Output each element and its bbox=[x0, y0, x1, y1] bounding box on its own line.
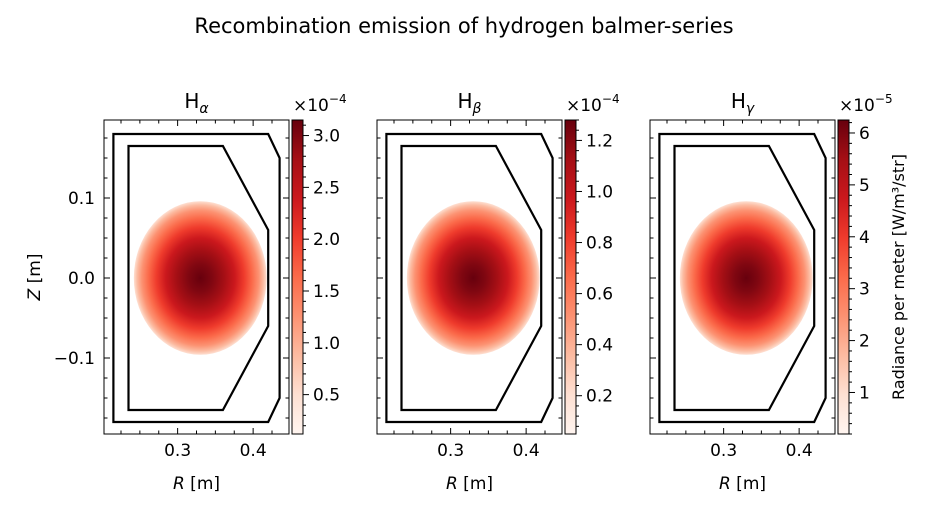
x-axis-label: R [m] bbox=[173, 474, 220, 494]
x-tick-label: 0.3 bbox=[164, 441, 191, 461]
colorbar: 0.2 0.4 0.6 0.8 1.0 1.2 ×10−4 bbox=[564, 92, 620, 435]
panel-title-subscript: α bbox=[199, 101, 209, 117]
y-axis-label-unit: [m] bbox=[25, 254, 45, 289]
colorbar-tick-label: 1.5 bbox=[313, 282, 340, 302]
x-axis-ticks: 0.3 0.4 bbox=[666, 120, 819, 461]
panel-title-base: H bbox=[184, 89, 199, 113]
y-tick-label: −0.1 bbox=[54, 349, 95, 369]
emission-blob bbox=[133, 201, 267, 355]
x-tick-label: 0.3 bbox=[437, 441, 464, 461]
panel-title-subscript: β bbox=[472, 101, 482, 117]
emission-blob bbox=[406, 201, 540, 355]
x-axis-label-unit: [m] bbox=[731, 474, 766, 494]
emission-map bbox=[406, 201, 540, 355]
colorbar-gradient bbox=[837, 119, 850, 435]
panel-title-subscript: γ bbox=[746, 101, 755, 117]
colorbar-tick-label: 6 bbox=[859, 124, 870, 144]
x-axis-label: R [m] bbox=[446, 474, 493, 494]
colorbar-tick-label: 3 bbox=[859, 280, 870, 300]
panel-title: Hα bbox=[184, 89, 209, 117]
x-tick-label: 0.4 bbox=[513, 441, 540, 461]
x-axis-label-unit: [m] bbox=[458, 474, 493, 494]
vessel-outline bbox=[658, 132, 827, 424]
x-axis-label-var: R bbox=[446, 474, 458, 494]
colorbar-tick-label: 2.0 bbox=[313, 230, 340, 250]
colorbar-multiplier: ×10−4 bbox=[566, 92, 620, 116]
colorbar-tick-label: 1.2 bbox=[586, 131, 613, 151]
colorbar-tick-label: 2.5 bbox=[313, 178, 340, 198]
panel-title: Hβ bbox=[458, 89, 482, 117]
emission-map bbox=[133, 201, 267, 355]
y-tick-label: 0.0 bbox=[68, 269, 95, 289]
x-tick-label: 0.3 bbox=[710, 441, 737, 461]
y-tick-label: 0.1 bbox=[68, 189, 95, 209]
colorbar: 1 2 3 4 5 6 ×10−5 Radiance per meter [W/m³/st… bbox=[837, 92, 908, 435]
colorbar-tick-label: 4 bbox=[859, 228, 870, 248]
x-axis-ticks: 0.3 0.4 bbox=[120, 120, 273, 461]
x-tick-label: 0.4 bbox=[240, 441, 267, 461]
x-axis-label-var: R bbox=[173, 474, 185, 494]
colorbar-multiplier-base: ×10 bbox=[293, 96, 329, 116]
colorbar-tick-label: 3.0 bbox=[313, 127, 340, 147]
colorbar-tick-label: 1 bbox=[859, 383, 870, 403]
colorbar-ticks: 0.2 0.4 0.6 0.8 1.0 1.2 bbox=[576, 119, 613, 427]
vessel-outer-wall bbox=[385, 132, 554, 424]
panel-h-beta: 0.3 0.4 Hβ R [m] 0.2 0.4 0.6 0.8 1.0 1.2 ×10−4 bbox=[376, 89, 620, 494]
colorbar-label: Radiance per meter [W/m³/str] bbox=[889, 154, 908, 400]
colorbar-multiplier-base: ×10 bbox=[566, 96, 602, 116]
figure-suptitle: Recombination emission of hydrogen balme… bbox=[194, 14, 733, 38]
y-axis-label: Z [m] bbox=[25, 254, 45, 302]
x-axis-label: R [m] bbox=[719, 474, 766, 494]
colorbar-multiplier-base: ×10 bbox=[839, 96, 875, 116]
panel-h-alpha: 0.3 0.4 −0.1 0.0 0.1 Hα R [m] Z [m] 0.5 1.0 1… bbox=[25, 89, 347, 494]
vessel-inner-wall bbox=[673, 144, 816, 412]
x-axis-label-var: R bbox=[719, 474, 731, 494]
x-axis-ticks: 0.3 0.4 bbox=[393, 120, 546, 461]
colorbar-tick-label: 5 bbox=[859, 176, 870, 196]
colorbar-ticks: 0.5 1.0 1.5 2.0 2.5 3.0 bbox=[303, 124, 340, 427]
colorbar-tick-label: 1.0 bbox=[313, 334, 340, 354]
colorbar-tick-label: 2 bbox=[859, 332, 870, 352]
colorbar: 0.5 1.0 1.5 2.0 2.5 3.0 ×10−4 bbox=[291, 92, 347, 435]
x-tick-label: 0.4 bbox=[786, 441, 813, 461]
vessel-inner-wall bbox=[127, 144, 270, 412]
colorbar-multiplier: ×10−4 bbox=[293, 92, 347, 116]
colorbar-multiplier: ×10−5 bbox=[839, 92, 893, 116]
vessel-outer-wall bbox=[658, 132, 827, 424]
y-axis-ticks: −0.1 0.0 0.1 bbox=[54, 137, 289, 419]
colorbar-tick-label: 1.0 bbox=[586, 182, 613, 202]
emission-map bbox=[679, 201, 813, 355]
panel-title-base: H bbox=[731, 89, 746, 113]
vessel-outer-wall bbox=[112, 132, 281, 424]
colorbar-multiplier-exponent: −4 bbox=[329, 92, 347, 106]
colorbar-multiplier-exponent: −4 bbox=[602, 92, 620, 106]
x-axis-label-unit: [m] bbox=[185, 474, 220, 494]
colorbar-gradient bbox=[291, 119, 304, 435]
y-axis-ticks bbox=[377, 137, 562, 419]
colorbar-tick-label: 0.5 bbox=[313, 386, 340, 406]
panel-title-base: H bbox=[458, 89, 473, 113]
colorbar-multiplier-exponent: −5 bbox=[875, 92, 893, 106]
emission-blob bbox=[679, 201, 813, 355]
vessel-outline bbox=[112, 132, 281, 424]
panel-h-gamma: 0.3 0.4 Hγ R [m] 1 2 3 4 5 6 ×10−5 Radiance pe… bbox=[649, 89, 908, 494]
colorbar-tick-label: 0.2 bbox=[586, 387, 613, 407]
y-axis-label-var: Z bbox=[25, 288, 45, 301]
colorbar-tick-label: 0.6 bbox=[586, 285, 613, 305]
colorbar-tick-label: 0.4 bbox=[586, 336, 613, 356]
colorbar-ticks: 1 2 3 4 5 6 bbox=[849, 122, 870, 435]
vessel-inner-wall bbox=[400, 144, 543, 412]
colorbar-gradient bbox=[564, 119, 577, 435]
colorbar-tick-label: 0.8 bbox=[586, 234, 613, 254]
y-axis-ticks bbox=[650, 137, 835, 419]
panel-title: Hγ bbox=[731, 89, 755, 117]
vessel-outline bbox=[385, 132, 554, 424]
